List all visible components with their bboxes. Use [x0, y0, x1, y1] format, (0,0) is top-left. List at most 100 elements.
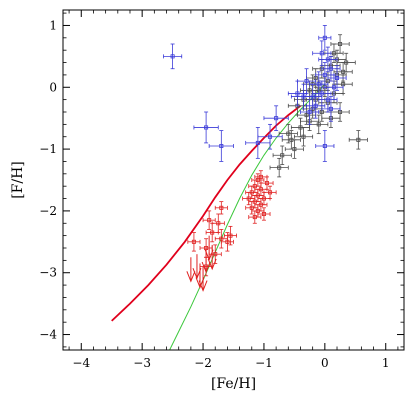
- point-marker: [219, 143, 224, 148]
- data-point: [324, 74, 344, 101]
- point-marker: [307, 110, 312, 115]
- data-point: [263, 105, 289, 131]
- point-marker: [325, 97, 330, 102]
- point-marker: [268, 190, 273, 195]
- data-point: [248, 210, 262, 224]
- y-axis-label: [F/H]: [10, 161, 26, 199]
- model-line: [111, 105, 302, 322]
- point-marker: [316, 82, 321, 87]
- upper-limit: [198, 266, 208, 292]
- point-marker: [210, 230, 215, 235]
- point-marker: [356, 137, 361, 142]
- data-point: [318, 25, 332, 51]
- point-marker: [319, 51, 324, 56]
- data-point: [327, 65, 347, 91]
- axis-ticks: −4 −3 −2 −1 0 1 −4 −3 −2 −1 0 1: [39, 10, 404, 370]
- point-marker: [225, 239, 230, 244]
- point-marker: [274, 116, 279, 121]
- x-tick-label: 0: [321, 356, 329, 370]
- data-point: [324, 43, 344, 63]
- data-point: [257, 123, 283, 150]
- x-tick-label: −3: [133, 356, 151, 370]
- point-marker: [277, 165, 282, 170]
- point-marker: [304, 79, 309, 84]
- point-marker: [322, 143, 327, 148]
- x-tick-label: −2: [194, 356, 212, 370]
- y-tick-label: 1: [49, 18, 57, 32]
- point-marker: [335, 76, 340, 81]
- data-point: [205, 222, 219, 243]
- point-marker: [191, 239, 196, 244]
- plot-frame: [62, 9, 405, 351]
- upper-limit-arrowhead: [186, 271, 196, 283]
- point-marker: [331, 85, 336, 90]
- data-point: [321, 96, 341, 122]
- data-point: [254, 170, 268, 184]
- data-point: [202, 210, 216, 230]
- data-point: [214, 201, 228, 215]
- point-marker: [328, 106, 333, 111]
- point-marker: [252, 215, 257, 220]
- data-point: [187, 232, 201, 252]
- point-marker: [310, 94, 315, 99]
- point-marker: [246, 196, 251, 201]
- y-tick-label: −1: [39, 142, 57, 156]
- data-point: [287, 80, 307, 107]
- point-marker: [219, 205, 224, 210]
- data-point: [348, 130, 368, 150]
- data-point: [220, 232, 234, 252]
- upper-limit-arrowhead: [198, 280, 208, 292]
- data-points: [163, 25, 368, 292]
- y-tick-label: 0: [49, 80, 57, 94]
- point-marker: [295, 91, 300, 96]
- x-tick-label: −4: [72, 356, 90, 370]
- point-marker: [261, 211, 266, 216]
- upper-limit: [207, 244, 217, 271]
- point-marker: [170, 54, 175, 59]
- point-marker: [341, 69, 346, 74]
- point-marker: [228, 233, 233, 238]
- data-point: [269, 157, 289, 178]
- data-point: [318, 46, 338, 73]
- point-marker: [338, 42, 343, 47]
- point-marker: [304, 113, 309, 118]
- data-point: [284, 139, 304, 159]
- data-point: [303, 83, 323, 110]
- point-marker: [307, 88, 312, 93]
- data-point: [278, 123, 298, 144]
- point-marker: [331, 51, 336, 56]
- data-point: [242, 191, 256, 206]
- data-point: [315, 130, 335, 162]
- point-marker: [322, 35, 327, 40]
- data-point: [300, 99, 320, 125]
- point-marker: [255, 140, 260, 145]
- point-marker: [264, 181, 269, 186]
- upper-limit-arrowhead: [201, 261, 211, 274]
- y-tick-label: −3: [39, 266, 57, 280]
- point-marker: [292, 147, 297, 152]
- data-point: [263, 185, 277, 199]
- model-line: [169, 83, 326, 350]
- data-point: [272, 145, 292, 165]
- point-marker: [328, 66, 333, 71]
- data-point: [163, 43, 183, 70]
- data-point: [293, 127, 314, 147]
- point-marker: [213, 252, 218, 257]
- data-point: [193, 111, 219, 144]
- point-marker: [204, 125, 209, 130]
- model-curves: [111, 83, 326, 350]
- point-marker: [268, 134, 273, 139]
- data-point: [257, 207, 271, 221]
- data-point: [211, 213, 225, 233]
- point-marker: [325, 57, 330, 62]
- data-point: [208, 130, 234, 162]
- data-point: [223, 225, 237, 246]
- point-marker: [216, 221, 221, 226]
- y-tick-label: −4: [39, 328, 57, 342]
- point-marker: [286, 131, 291, 136]
- point-marker: [313, 103, 318, 108]
- point-marker: [280, 153, 285, 158]
- point-marker: [301, 134, 306, 139]
- x-tick-label: −1: [255, 356, 273, 370]
